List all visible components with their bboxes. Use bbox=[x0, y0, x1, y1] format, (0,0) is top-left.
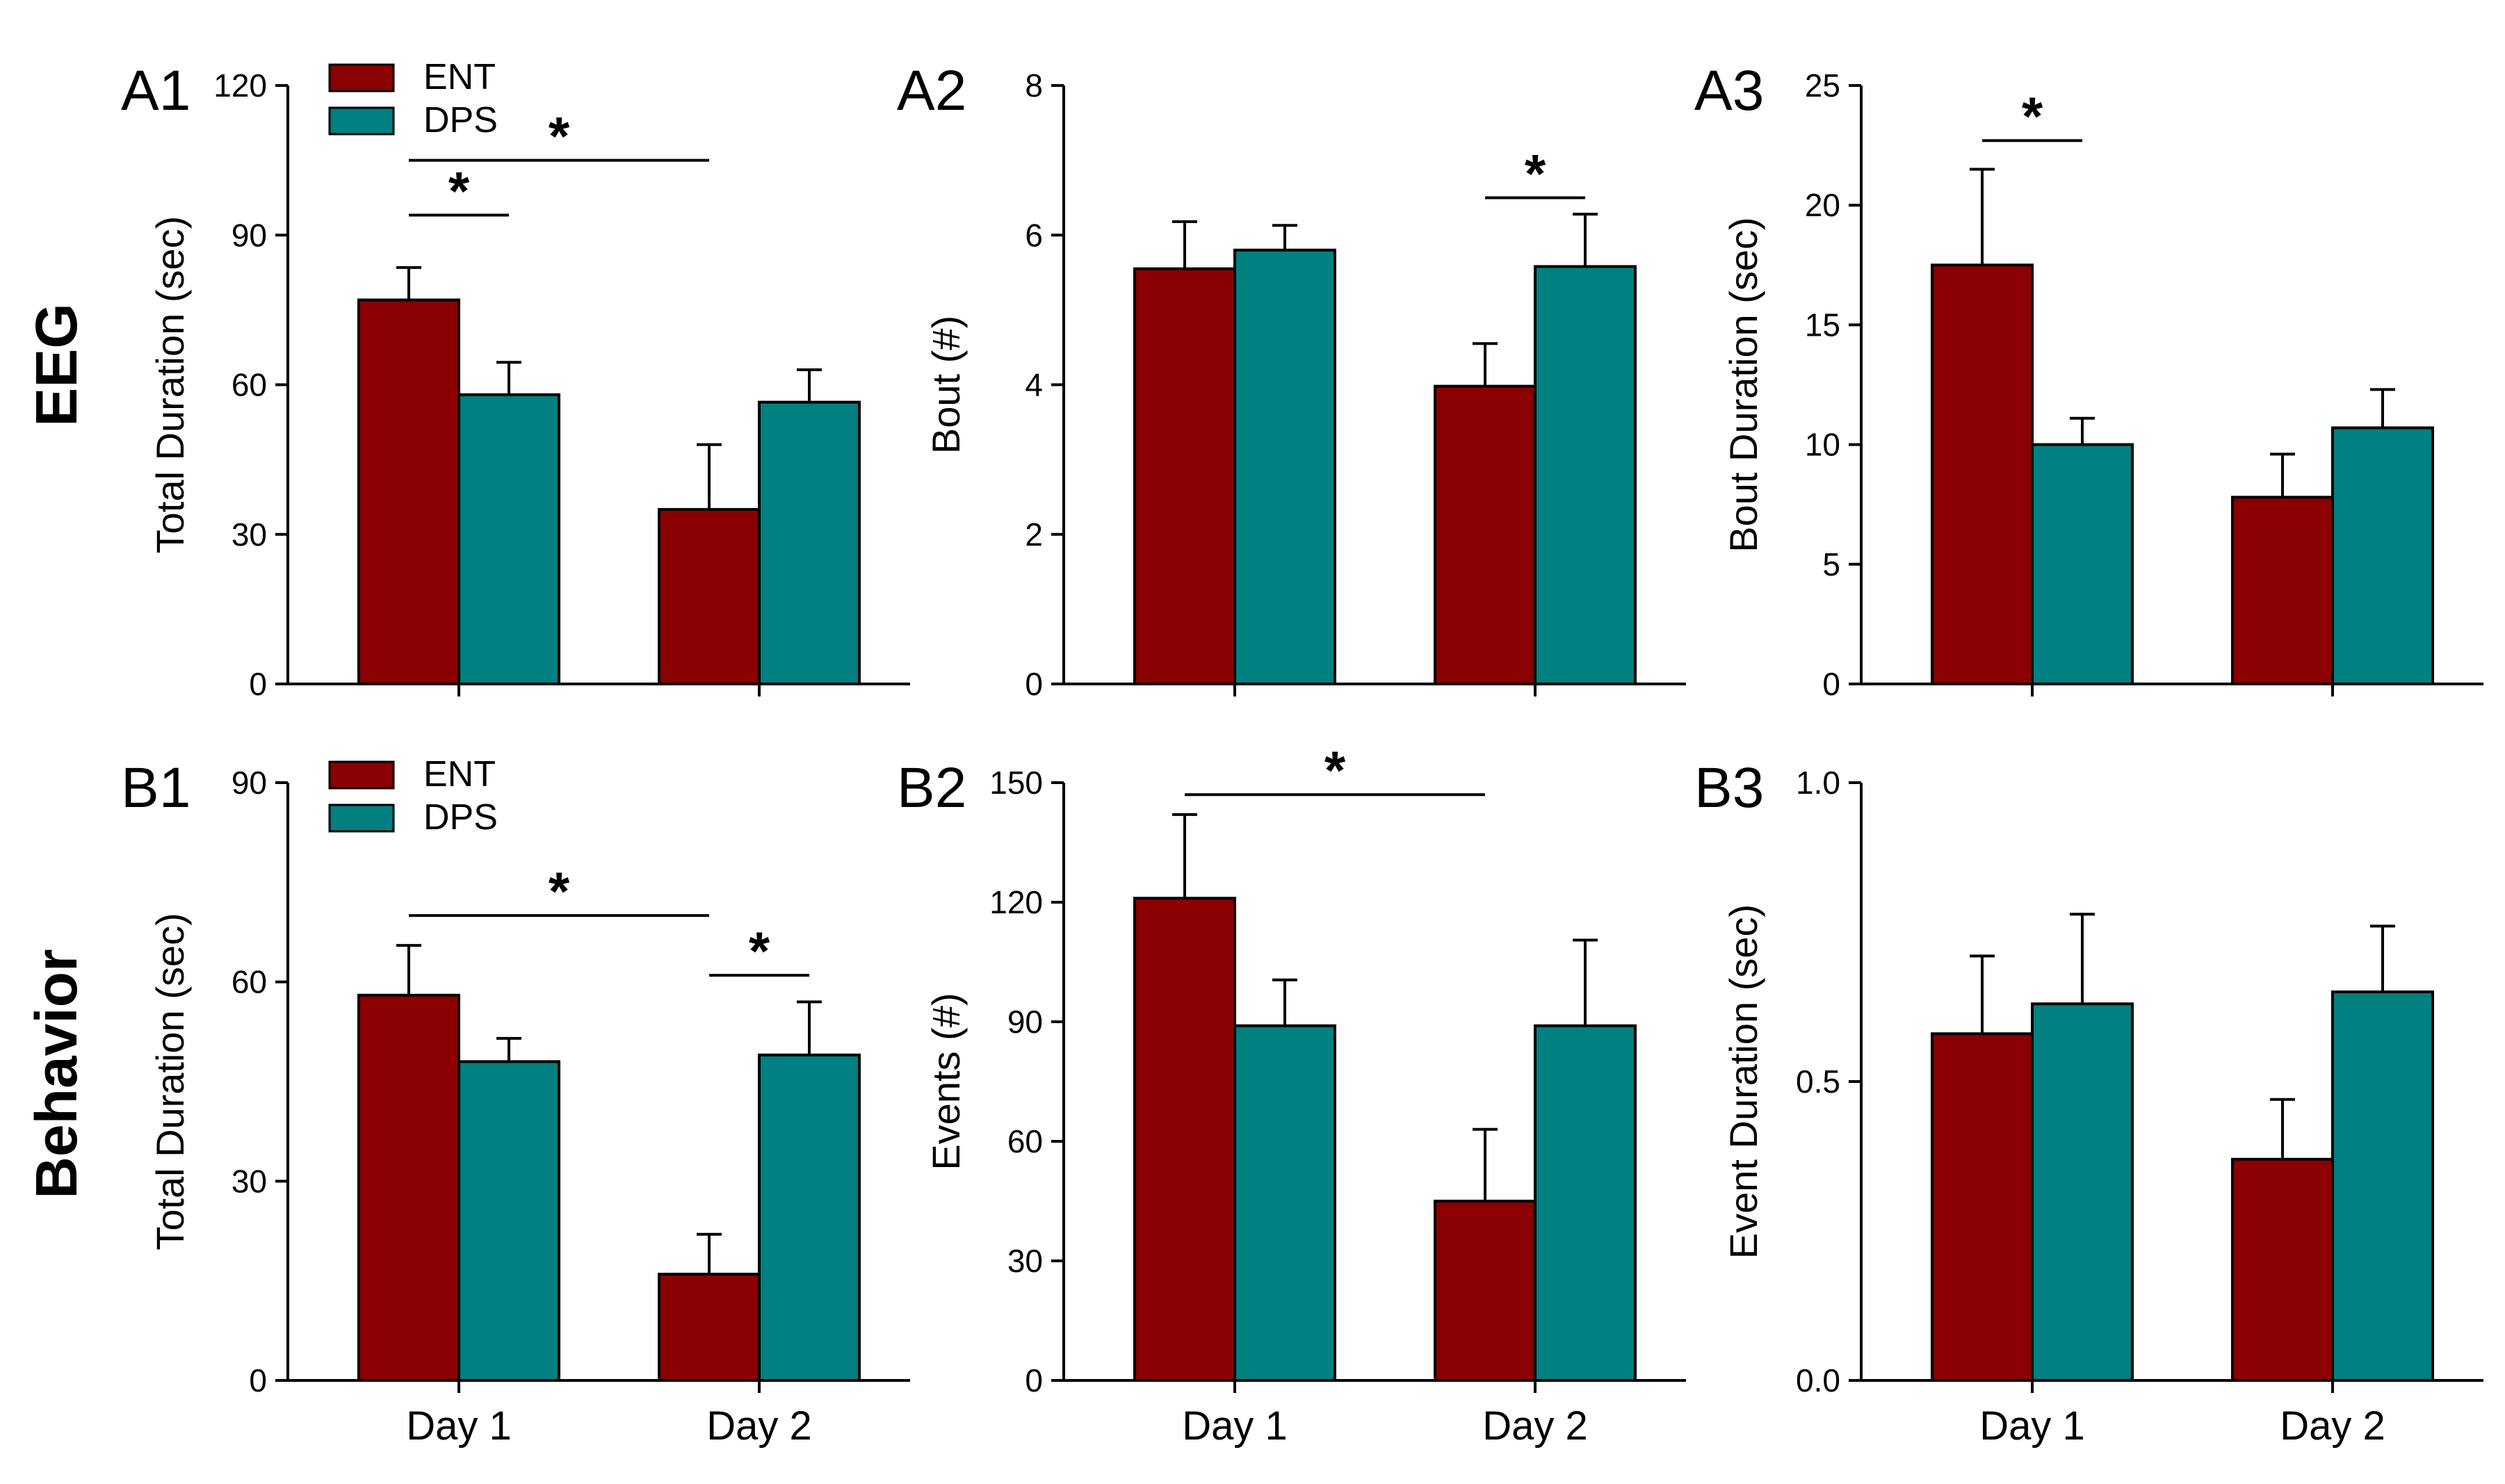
bar-b3-dps-day-1 bbox=[2031, 1002, 2134, 1382]
x-tick-label-b1-day-2: Day 2 bbox=[706, 1403, 812, 1449]
bar-a1-ent-day-2 bbox=[658, 507, 761, 685]
y-tick-label-b2-4: 120 bbox=[989, 884, 1043, 920]
panel-label-b2: B2 bbox=[897, 756, 966, 820]
y-tick-label-a2-2: 4 bbox=[1025, 367, 1043, 403]
sig-star-b2-0: * bbox=[1324, 740, 1346, 801]
y-tick-label-a3-1: 5 bbox=[1822, 546, 1840, 582]
y-tick-label-a1-0: 0 bbox=[249, 666, 267, 702]
bar-b1-ent-day-2 bbox=[658, 1273, 761, 1382]
bar-b1-ent-day-1 bbox=[357, 993, 460, 1383]
y-tick-label-a3-0: 0 bbox=[1822, 666, 1840, 702]
panel-label-b1: B1 bbox=[121, 756, 190, 820]
y-tick-label-b1-0: 0 bbox=[249, 1362, 267, 1399]
y-tick-label-b2-1: 30 bbox=[1007, 1243, 1043, 1279]
bar-b2-dps-day-2 bbox=[1534, 1024, 1637, 1382]
bar-a1-ent-day-1 bbox=[357, 298, 460, 685]
x-tick-label-b3-day-2: Day 2 bbox=[2280, 1403, 2385, 1449]
legend-label-b1-dps: DPS bbox=[423, 797, 498, 838]
y-tick-label-a2-1: 2 bbox=[1025, 516, 1043, 553]
y-axis-title-b3: Event Duration (sec) bbox=[1721, 904, 1765, 1259]
y-axis-title-a2: Bout (#) bbox=[924, 316, 968, 454]
row-label-eeg: EEG bbox=[24, 303, 89, 426]
y-tick-label-a1-4: 120 bbox=[213, 67, 267, 104]
panel-label-a3: A3 bbox=[1694, 59, 1764, 122]
bar-b3-ent-day-1 bbox=[1931, 1032, 2034, 1382]
bar-a2-dps-day-2 bbox=[1534, 265, 1637, 685]
panel-a2: A2 Bout (#) 0 2 4 6 8 * bbox=[897, 59, 1686, 702]
legend-swatch-b1-ent bbox=[328, 760, 395, 790]
x-tick-label-b2-day-1: Day 1 bbox=[1182, 1403, 1288, 1449]
bar-b2-ent-day-1 bbox=[1133, 897, 1236, 1383]
legend-swatch-a1-dps bbox=[328, 106, 395, 136]
y-tick-label-a3-4: 20 bbox=[1805, 187, 1840, 223]
panel-label-a1: A1 bbox=[121, 59, 190, 122]
y-tick-label-b1-1: 30 bbox=[232, 1163, 267, 1199]
sig-star-a3-0: * bbox=[2022, 85, 2043, 147]
x-tick-label-b3-day-1: Day 1 bbox=[1979, 1403, 2085, 1449]
y-tick-label-b3-2: 1.0 bbox=[1796, 765, 1840, 801]
y-tick-label-a2-3: 6 bbox=[1025, 217, 1043, 253]
panel-a3: A3 Bout Duration (sec) 0 5 10 15 20 25 * bbox=[1694, 59, 2483, 702]
bar-a1-dps-day-1 bbox=[457, 393, 560, 685]
legend-label-b1-ent: ENT bbox=[423, 754, 496, 794]
bar-a1-dps-day-2 bbox=[758, 400, 861, 685]
sig-star-a2-0: * bbox=[1525, 142, 1546, 204]
bar-b3-dps-day-2 bbox=[2331, 990, 2434, 1382]
x-tick-label-b1-day-1: Day 1 bbox=[406, 1403, 512, 1449]
y-tick-label-b2-0: 0 bbox=[1025, 1362, 1043, 1399]
sig-star-b1-1: * bbox=[749, 920, 770, 981]
bar-a3-ent-day-2 bbox=[2231, 496, 2334, 685]
legend-label-a1-ent: ENT bbox=[423, 57, 496, 97]
bar-a3-ent-day-1 bbox=[1931, 263, 2034, 685]
y-tick-label-b3-0: 0.0 bbox=[1796, 1362, 1840, 1399]
y-axis-title-a3: Bout Duration (sec) bbox=[1721, 217, 1765, 552]
y-tick-label-a1-3: 90 bbox=[232, 217, 267, 253]
y-axis-title-a1: Total Duration (sec) bbox=[148, 216, 192, 554]
legend-swatch-b1-dps bbox=[328, 804, 395, 833]
y-tick-label-b2-5: 150 bbox=[989, 765, 1043, 801]
bar-b1-dps-day-2 bbox=[758, 1053, 861, 1383]
y-axis-title-b2: Events (#) bbox=[924, 993, 968, 1170]
y-tick-label-b1-2: 60 bbox=[232, 964, 267, 1000]
y-tick-label-a3-5: 25 bbox=[1805, 67, 1840, 104]
y-tick-label-a2-4: 8 bbox=[1025, 67, 1043, 104]
legend-label-a1-dps: DPS bbox=[423, 100, 498, 140]
bar-b1-dps-day-1 bbox=[457, 1060, 560, 1383]
y-tick-label-b3-1: 0.5 bbox=[1796, 1063, 1840, 1100]
sig-star-a1-1: * bbox=[549, 106, 570, 167]
bar-a3-dps-day-2 bbox=[2331, 426, 2434, 685]
bar-a3-dps-day-1 bbox=[2031, 443, 2134, 685]
row-label-behavior: Behavior bbox=[24, 949, 89, 1198]
y-tick-label-a3-3: 15 bbox=[1805, 307, 1840, 343]
panel-label-b3: B3 bbox=[1694, 756, 1764, 820]
panel-label-a2: A2 bbox=[897, 59, 966, 122]
panel-b3: B3 Event Duration (sec) 0.0 0.5 1.0 Day 1 Day … bbox=[1694, 756, 2483, 1449]
x-tick-label-b2-day-2: Day 2 bbox=[1482, 1403, 1588, 1449]
bar-b2-dps-day-1 bbox=[1233, 1024, 1336, 1382]
sig-star-b1-0: * bbox=[549, 861, 570, 922]
y-tick-label-a1-1: 30 bbox=[232, 516, 267, 553]
bar-a2-dps-day-1 bbox=[1233, 248, 1336, 685]
bar-b3-ent-day-2 bbox=[2231, 1157, 2334, 1383]
panel-b1: B1 Total Duration (sec) 0 30 60 90 Day 1 Day 2 *… bbox=[121, 754, 910, 1449]
y-tick-label-a3-2: 10 bbox=[1805, 427, 1840, 463]
y-tick-label-b2-3: 90 bbox=[1007, 1004, 1043, 1040]
y-tick-label-a1-2: 60 bbox=[232, 367, 267, 403]
panel-b2: B2 Events (#) 0 30 60 90 120 150 Day 1 Day 2 * bbox=[897, 740, 1686, 1449]
bar-a2-ent-day-1 bbox=[1133, 267, 1236, 685]
y-tick-label-b1-3: 90 bbox=[232, 765, 267, 801]
bar-b2-ent-day-2 bbox=[1434, 1200, 1537, 1382]
y-tick-label-b2-2: 60 bbox=[1007, 1123, 1043, 1159]
legend-swatch-a1-ent bbox=[328, 63, 395, 92]
y-axis-title-b1: Total Duration (sec) bbox=[148, 913, 192, 1250]
sig-star-a1-0: * bbox=[448, 161, 470, 222]
bar-a2-ent-day-2 bbox=[1434, 384, 1537, 686]
y-tick-label-a2-0: 0 bbox=[1025, 666, 1043, 702]
